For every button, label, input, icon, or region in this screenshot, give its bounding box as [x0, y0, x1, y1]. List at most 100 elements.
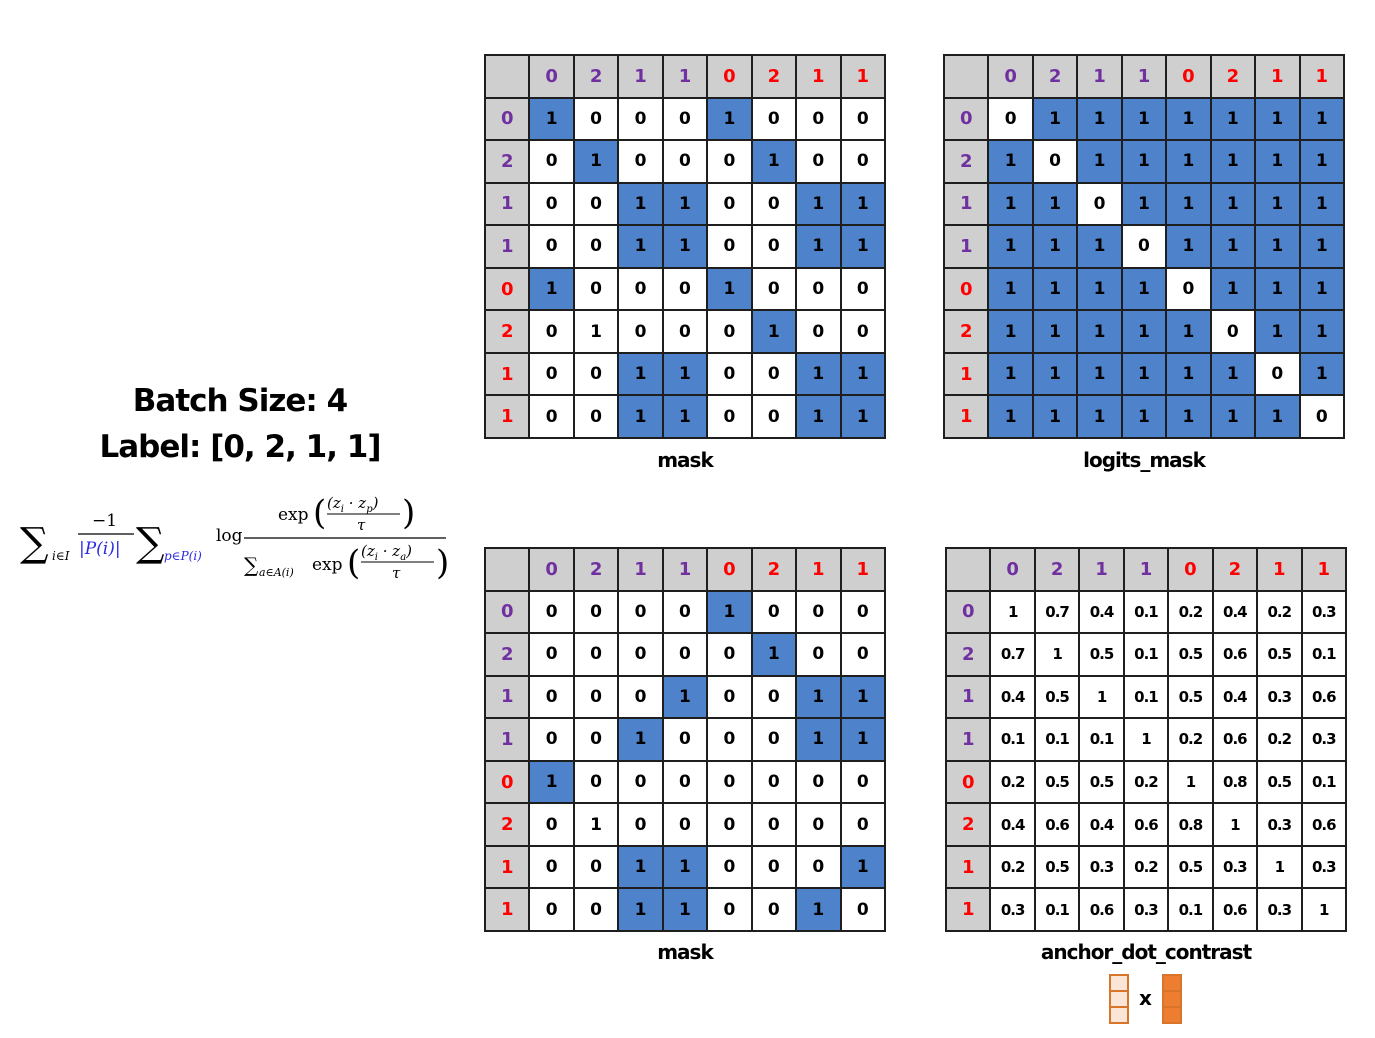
matrix-cell: 0 — [661, 589, 709, 635]
row-label: 1 — [942, 181, 990, 227]
matrix-cell: 0 — [617, 674, 664, 720]
matrix-cell: 0.6 — [1211, 632, 1259, 677]
column-label: 1 — [839, 54, 886, 99]
row-label: 0 — [944, 759, 992, 805]
matrix-cell: 0 — [528, 632, 575, 677]
row-label: 1 — [942, 224, 990, 269]
matrix-corner — [483, 547, 531, 592]
matrix-cell: 1 — [1031, 224, 1079, 269]
matrix-cell: 0 — [617, 632, 664, 677]
matrix-cell: 0 — [706, 887, 753, 932]
matrix-cell: 1 — [1120, 96, 1168, 142]
matrix-cell: 1 — [572, 802, 620, 847]
column-label: 2 — [1033, 547, 1081, 592]
matrix-cell: 0 — [750, 224, 798, 269]
matrix-cell: 1 — [750, 139, 798, 184]
matrix-cell: 0 — [528, 717, 575, 762]
matrix-cell: 0.5 — [1167, 632, 1214, 677]
matrix-cell: 1 — [839, 844, 886, 890]
matrix-cell: 0 — [750, 844, 798, 890]
column-label: 2 — [750, 54, 798, 99]
matrix-cell: 1 — [617, 887, 664, 932]
matrix-cell: 1 — [1298, 266, 1345, 312]
column-label: 1 — [1254, 54, 1301, 99]
matrix-cell: 1 — [617, 844, 664, 890]
row-label: 1 — [483, 181, 531, 227]
matrix-cell: 0 — [706, 632, 753, 677]
matrix-cell: 0 — [528, 589, 575, 635]
matrix-cell: 0 — [795, 309, 842, 354]
matrix-cell: 1 — [1031, 394, 1079, 439]
row-label: 1 — [942, 351, 990, 397]
matrix-cell: 1 — [795, 224, 842, 269]
sum-i-symbol: ∑ — [20, 520, 49, 566]
matrix-cell: 0 — [706, 139, 753, 184]
numerator-dot-product: (zi · zp) — [327, 494, 379, 515]
matrix-cell: 1 — [528, 96, 575, 142]
matrix-cell: 0 — [661, 266, 709, 312]
matrix-cell: 1 — [987, 309, 1034, 354]
matrix-cell: 0 — [528, 844, 575, 890]
matrix-cell: 1 — [839, 717, 886, 762]
row-label: 2 — [942, 139, 990, 184]
svg-text:): ) — [402, 493, 415, 533]
matrix-cell: 1 — [839, 351, 886, 397]
matrix-cell: 0 — [528, 394, 575, 439]
matrix-cell: 1 — [528, 759, 575, 805]
matrix-cell: 1 — [1078, 674, 1125, 720]
matrix-cell: 0 — [795, 759, 842, 805]
matrix-cell: 0 — [706, 351, 753, 397]
matrix-cell: 0 — [750, 351, 798, 397]
row-label: 1 — [944, 717, 992, 762]
matrix-cell: 0 — [987, 96, 1034, 142]
matrix-cell: 1 — [795, 887, 842, 932]
denominator-dot-product: (zi · za) — [361, 542, 412, 563]
matrix-cell: 0 — [839, 632, 886, 677]
column-label: 0 — [706, 54, 753, 99]
matrix-cell: 0.3 — [1078, 844, 1125, 890]
column-label: 1 — [617, 54, 664, 99]
column-label: 1 — [795, 54, 842, 99]
matrix-cell: 0.5 — [1033, 674, 1081, 720]
matrix-cell: 0.5 — [1167, 844, 1214, 890]
svg-text:(: ( — [313, 493, 326, 533]
column-label: 2 — [1031, 54, 1079, 99]
row-label: 0 — [942, 266, 990, 312]
matrix-cell: 1 — [1120, 309, 1168, 354]
column-label: 0 — [528, 54, 575, 99]
matrix-cell: 0.1 — [1122, 632, 1170, 677]
matrix-cell: 0.5 — [1033, 759, 1081, 805]
matrix-cell: 1 — [1076, 309, 1123, 354]
matrix-cell: 0.6 — [1078, 887, 1125, 932]
column-label: 1 — [1256, 547, 1303, 592]
matrix-cell: 1 — [1120, 351, 1168, 397]
matrix-cell: 1 — [1298, 309, 1345, 354]
matrix-cell: 1 — [1076, 266, 1123, 312]
matrix-corner — [942, 54, 990, 99]
matrix-cell: 0.3 — [1300, 717, 1347, 762]
matrix-cell: 1 — [661, 224, 709, 269]
matrix-cell: 1 — [987, 181, 1034, 227]
matrix-cell: 0 — [706, 717, 753, 762]
denominator-sum: ∑ — [244, 553, 259, 577]
matrix-cell: 1 — [1209, 224, 1257, 269]
matrix-cell: 1 — [1209, 139, 1257, 184]
vector-right-icon — [1162, 974, 1182, 1024]
matrix-cell: 0 — [839, 309, 886, 354]
matrix-corner — [944, 547, 992, 592]
caption-mask-top: mask — [657, 448, 714, 472]
matrix-cell: 1 — [1298, 139, 1345, 184]
matrix-cell: 1 — [1254, 309, 1301, 354]
matrix-cell: 0.2 — [989, 844, 1036, 890]
row-label: 0 — [483, 589, 531, 635]
anchor-dot-contrast-matrix: 0 2 1 1 0 2 1 1 0 1 0.7 0.4 0.1 0.2 0.4 0.2 0.3 2 0.7 1 0.5 0… — [944, 547, 1347, 932]
matrix-cell: 0 — [795, 266, 842, 312]
matrix-cell: 1 — [1031, 266, 1079, 312]
matrix-cell: 1 — [1165, 309, 1212, 354]
matrix-cell: 0 — [528, 139, 575, 184]
matrix-cell: 0 — [706, 844, 753, 890]
batch-info: Batch Size: 4 Label: [0, 2, 1, 1] — [40, 378, 440, 470]
matrix-cell: 0 — [572, 351, 620, 397]
